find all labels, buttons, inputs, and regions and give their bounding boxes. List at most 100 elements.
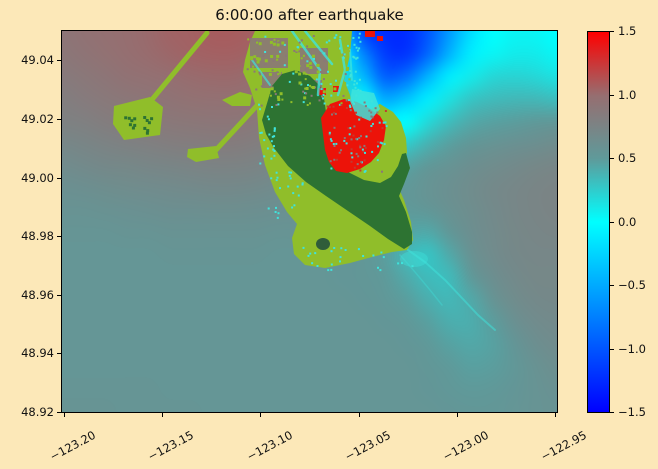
speckle-pixel xyxy=(283,64,286,67)
speckle-pixel xyxy=(333,145,336,147)
speckle-pixel xyxy=(259,132,262,134)
x-tick-label: −122.95 xyxy=(538,427,590,464)
speckle-pixel xyxy=(356,56,359,59)
speckle-pixel xyxy=(316,265,319,267)
speckle-pixel xyxy=(329,138,332,141)
colorbar-tick-label: −1.0 xyxy=(618,341,646,356)
colorbar-tick-label: 0.5 xyxy=(618,151,637,165)
speckle-pixel xyxy=(371,122,374,125)
speckle-pixel xyxy=(358,32,361,35)
colorbar-tick-label: −1.5 xyxy=(618,405,646,419)
speckle-pixel xyxy=(359,146,362,149)
speckle-pixel xyxy=(336,44,340,48)
speckle-pixel xyxy=(285,54,287,57)
speckle-pixel xyxy=(333,158,336,161)
speckle-pixel xyxy=(359,40,362,43)
colorbar xyxy=(587,31,610,413)
speckle-pixel xyxy=(383,143,386,146)
speckle-pixel xyxy=(347,127,350,130)
speckle-pixel xyxy=(273,150,276,152)
speckle-pixel xyxy=(355,94,358,97)
speckle-pixel xyxy=(357,88,360,91)
speckle-pixel xyxy=(338,103,341,106)
speckle-pixel xyxy=(384,110,387,112)
speckle-pixel xyxy=(273,145,275,148)
speckle-pixel xyxy=(343,84,347,88)
speckle-pixel xyxy=(272,42,276,46)
speckle-pixel xyxy=(343,139,346,142)
speckle-pixel xyxy=(332,143,335,145)
speckle-pixel xyxy=(340,104,343,106)
speckle-pixel xyxy=(275,171,278,174)
speckle-pixel xyxy=(262,54,265,57)
flood-channel xyxy=(251,59,271,86)
speckle-pixel xyxy=(327,100,331,104)
speckle-pixel xyxy=(320,71,323,73)
speckle-pixel xyxy=(326,105,329,108)
speckle-pixel xyxy=(264,35,267,38)
speckle-pixel xyxy=(345,99,348,102)
speckle-pixel xyxy=(340,149,342,152)
y-tick-mark xyxy=(57,236,61,238)
speckle-pixel xyxy=(292,61,295,64)
speckle-pixel xyxy=(315,78,318,81)
speckle-pixel xyxy=(302,54,305,57)
speckle-pixel xyxy=(411,265,414,268)
speckle-pixel xyxy=(330,94,333,97)
speckle-pixel xyxy=(264,51,267,53)
speckle-pixel xyxy=(269,40,273,44)
speckle-pixel xyxy=(313,57,315,60)
speckle-pixel xyxy=(279,187,281,190)
speckle-pixel xyxy=(350,148,353,151)
speckle-pixel xyxy=(381,170,383,173)
speckle-pixel xyxy=(147,121,151,125)
speckle-pixel xyxy=(254,40,257,43)
speckle-pixel xyxy=(130,119,134,123)
speckle-pixel xyxy=(339,53,343,57)
speckle-pixel xyxy=(378,121,381,124)
colorbar-tick-mark xyxy=(610,94,614,96)
speckle-pixel xyxy=(329,83,332,86)
point-roberts-upland xyxy=(262,70,412,249)
speckle-pixel xyxy=(318,99,321,102)
speckle-pixel xyxy=(271,69,274,72)
speckle-pixel xyxy=(305,73,308,76)
x-tick-label: −123.15 xyxy=(145,427,197,464)
speckle-pixel xyxy=(258,103,260,106)
speckle-pixel xyxy=(379,141,382,144)
speckle-pixel xyxy=(322,97,324,100)
speckle-pixel xyxy=(263,155,266,158)
speckle-pixel xyxy=(330,167,333,170)
x-tick-label: −123.20 xyxy=(47,427,99,464)
speckle-pixel xyxy=(277,212,280,215)
speckle-pixel xyxy=(268,72,272,76)
speckle-pixel xyxy=(252,93,256,97)
speckle-pixel xyxy=(325,41,328,44)
speckle-pixel xyxy=(340,102,343,105)
speckle-pixel xyxy=(346,84,349,87)
speckle-pixel xyxy=(293,204,296,207)
speckle-pixel xyxy=(376,111,379,114)
speckle-pixel xyxy=(290,171,293,174)
speckle-pixel xyxy=(355,137,358,140)
speckle-pixel xyxy=(348,50,351,53)
speckle-pixel xyxy=(321,95,323,98)
port-causeway xyxy=(147,31,210,105)
speckle-pixel xyxy=(311,86,315,89)
speckle-pixel xyxy=(260,104,263,107)
x-tick-mark xyxy=(358,413,360,417)
speckle-pixel xyxy=(350,152,353,155)
speckle-pixel xyxy=(145,119,149,122)
speckle-pixel xyxy=(357,36,360,39)
speckle-pixel xyxy=(339,36,342,39)
colorbar-tick-mark xyxy=(610,31,614,32)
speckle-pixel xyxy=(348,133,351,136)
speckle-pixel xyxy=(274,93,277,96)
speckle-pixel xyxy=(339,256,342,259)
speckle-pixel xyxy=(258,42,262,46)
speckle-pixel xyxy=(363,100,366,103)
speckle-pixel xyxy=(328,106,331,109)
speckle-pixel xyxy=(316,70,320,74)
speckle-pixel xyxy=(344,73,347,76)
speckle-pixel xyxy=(335,34,338,37)
